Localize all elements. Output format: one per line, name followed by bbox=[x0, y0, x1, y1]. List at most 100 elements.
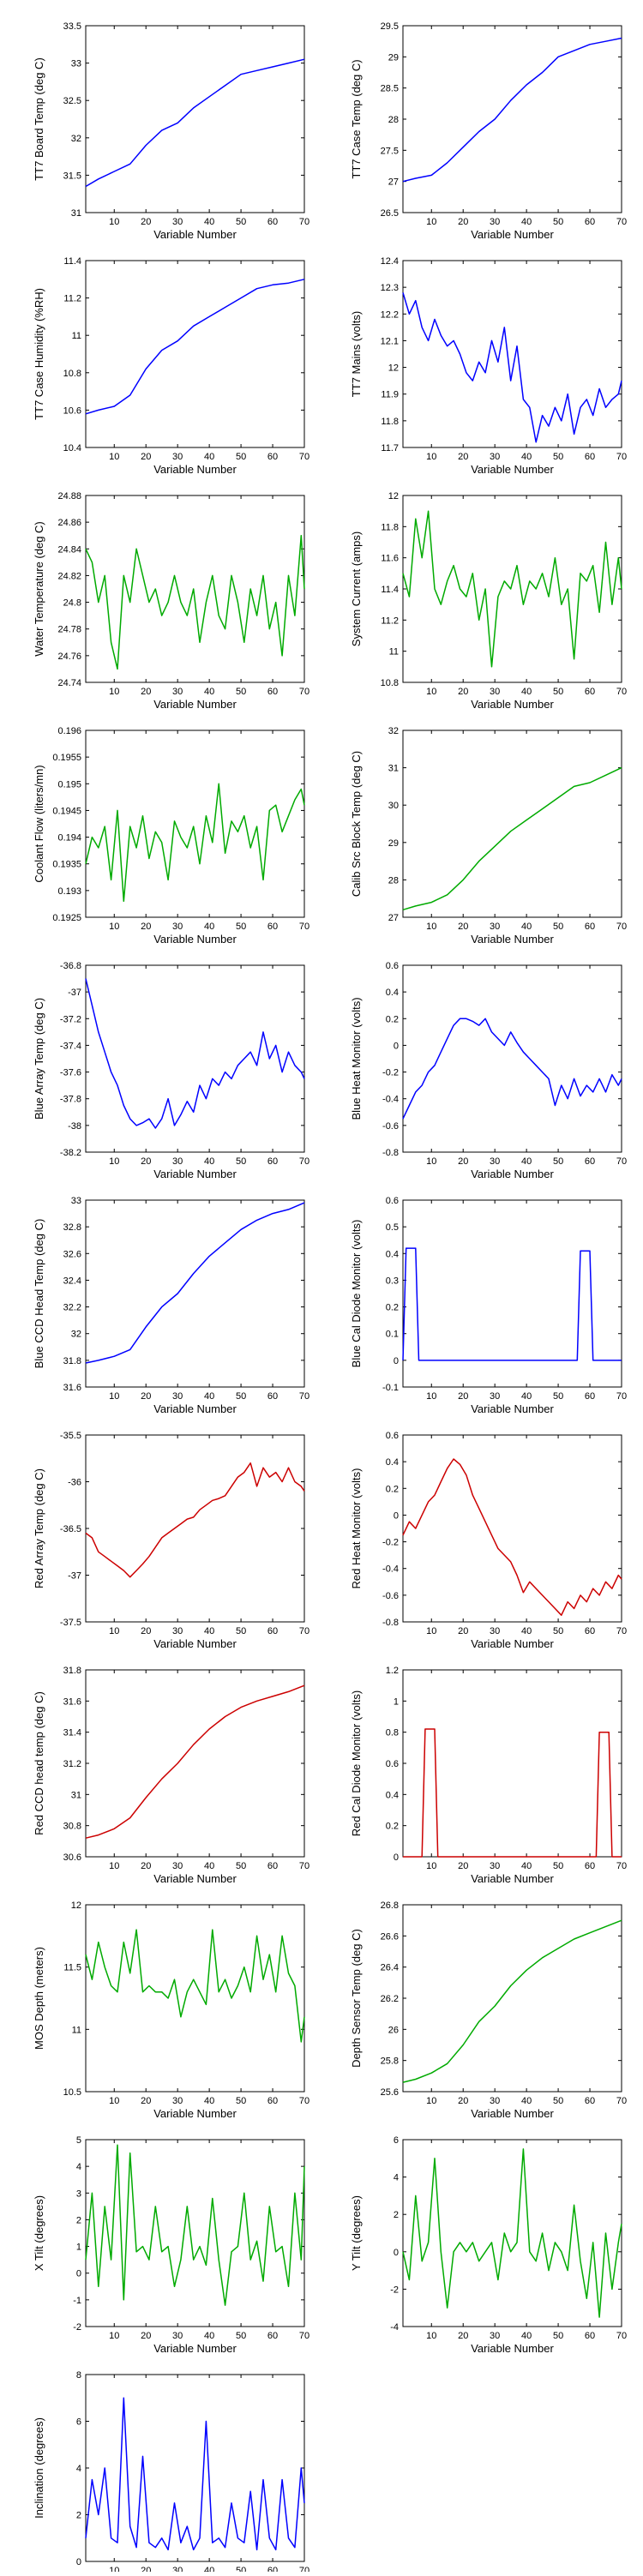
x-tick-label: 10 bbox=[109, 1391, 119, 1402]
x-tick-label: 60 bbox=[267, 1391, 278, 1402]
y-tick-label: 0.196 bbox=[57, 726, 81, 736]
x-tick-label: 20 bbox=[141, 1391, 151, 1402]
y-tick-label: 32 bbox=[388, 726, 399, 736]
y-tick-label: 0.5 bbox=[386, 1222, 399, 1233]
y-tick-label: -37.4 bbox=[60, 1041, 81, 1051]
y-axis-label: Red Array Temp (deg C) bbox=[33, 1468, 45, 1588]
y-tick-label: 12 bbox=[388, 363, 399, 374]
x-tick-label: 70 bbox=[299, 217, 309, 227]
x-tick-label: 40 bbox=[204, 2566, 214, 2572]
x-tick-label: 30 bbox=[490, 2096, 500, 2106]
y-tick-label: 0.8 bbox=[386, 1728, 399, 1738]
x-tick-label: 10 bbox=[426, 452, 436, 462]
y-tick-label: 11 bbox=[389, 647, 399, 658]
x-tick-label: 20 bbox=[458, 217, 468, 227]
y-tick-label: 30 bbox=[388, 801, 399, 811]
x-tick-label: 50 bbox=[553, 1156, 563, 1167]
y-tick-label: 11 bbox=[72, 2025, 81, 2035]
y-tick-label: -0.2 bbox=[382, 1538, 399, 1548]
x-tick-label: 20 bbox=[458, 1861, 468, 1871]
series-line bbox=[85, 2397, 305, 2551]
plot-area bbox=[402, 730, 622, 918]
x-tick-label: 10 bbox=[109, 687, 119, 697]
x-tick-label: 50 bbox=[236, 1626, 246, 1636]
y-tick-label: 2 bbox=[76, 2215, 81, 2225]
y-axis-label: TT7 Mains (volts) bbox=[350, 311, 363, 397]
series-line bbox=[85, 58, 305, 188]
y-tick-label: 30.6 bbox=[63, 1852, 81, 1863]
x-tick-label: 70 bbox=[616, 922, 627, 932]
chart-panel-17: 10 20 30 40 50 60 70 10.5 11 11.5 12 Variable Numbe… bbox=[33, 1900, 309, 2120]
x-tick-label: 30 bbox=[490, 1861, 500, 1871]
x-tick-label: 40 bbox=[521, 2331, 532, 2341]
y-tick-label: 0.2 bbox=[386, 1822, 399, 1832]
y-tick-label: 0.4 bbox=[386, 988, 399, 998]
y-tick-label: 25.6 bbox=[381, 2087, 399, 2098]
x-tick-label: 50 bbox=[553, 1391, 563, 1402]
x-tick-label: 60 bbox=[267, 687, 278, 697]
y-tick-label: 31.5 bbox=[63, 171, 81, 181]
y-tick-label: -37.5 bbox=[60, 1618, 81, 1628]
series-line bbox=[402, 37, 622, 183]
y-axis-label: Inclination (degrees) bbox=[33, 2417, 45, 2519]
x-tick-label: 10 bbox=[426, 1391, 436, 1402]
y-tick-label: -36.5 bbox=[60, 1524, 81, 1534]
y-tick-label: 28.5 bbox=[381, 84, 399, 94]
y-tick-label: 0 bbox=[394, 1041, 399, 1051]
y-tick-label: 12 bbox=[388, 491, 399, 501]
x-tick-label: 20 bbox=[141, 2096, 151, 2106]
y-tick-label: 12.1 bbox=[381, 336, 399, 346]
y-tick-label: 0.4 bbox=[386, 1457, 399, 1468]
series-line bbox=[85, 279, 305, 415]
x-tick-label: 50 bbox=[553, 452, 563, 462]
x-axis-label: Variable Number bbox=[153, 2342, 237, 2355]
y-tick-label: 11.4 bbox=[63, 256, 81, 267]
chart-panel-3: 10 20 30 40 50 60 70 10.4 10.6 10.8 11 11.2 11.4 Vari… bbox=[33, 256, 309, 476]
x-tick-label: 10 bbox=[426, 2331, 436, 2341]
y-tick-label: 29 bbox=[388, 52, 399, 63]
x-tick-label: 20 bbox=[141, 1861, 151, 1871]
x-tick-label: 70 bbox=[616, 1156, 627, 1167]
y-tick-label: 11.9 bbox=[381, 390, 399, 400]
series-line bbox=[402, 2148, 622, 2318]
y-axis-label: TT7 Case Humidity (%RH) bbox=[33, 288, 45, 420]
x-tick-label: 60 bbox=[585, 1391, 595, 1402]
x-tick-label: 20 bbox=[141, 2566, 151, 2572]
y-tick-label: 0.6 bbox=[386, 1759, 399, 1769]
chart-panel-16: 10 20 30 40 50 60 70 0 0.2 0.4 0.6 0.8 1 1.2 Variable … bbox=[350, 1666, 627, 1885]
series-line bbox=[85, 1684, 305, 1839]
x-tick-label: 20 bbox=[458, 1391, 468, 1402]
x-axis-label: Variable Number bbox=[471, 2342, 554, 2355]
chart-panel-14: 10 20 30 40 50 60 70 -0.8 -0.6 -0.4 -0.2 0 0.2 0.4 0.6… bbox=[350, 1431, 627, 1650]
y-axis-label: TT7 Board Temp (deg C) bbox=[33, 57, 45, 181]
y-tick-label: 0 bbox=[394, 1356, 399, 1366]
y-tick-label: 24.8 bbox=[63, 598, 81, 609]
y-tick-label: 8 bbox=[76, 2370, 81, 2381]
y-tick-label: -2 bbox=[73, 2322, 81, 2333]
x-tick-label: 30 bbox=[172, 2096, 183, 2106]
x-tick-label: 10 bbox=[426, 2096, 436, 2106]
y-tick-label: 4 bbox=[394, 2173, 399, 2183]
x-tick-label: 30 bbox=[172, 1391, 183, 1402]
x-tick-label: 40 bbox=[521, 1156, 532, 1167]
x-tick-label: 40 bbox=[204, 922, 214, 932]
y-tick-label: 11.7 bbox=[381, 443, 399, 453]
y-tick-label: 26 bbox=[388, 2025, 399, 2035]
series-line bbox=[402, 292, 622, 443]
y-tick-label: 10.6 bbox=[63, 405, 81, 416]
x-tick-label: 40 bbox=[204, 217, 214, 227]
x-tick-label: 50 bbox=[236, 1156, 246, 1167]
y-tick-label: 0.3 bbox=[386, 1276, 399, 1286]
y-tick-label: -0.6 bbox=[382, 1591, 399, 1601]
x-tick-label: 30 bbox=[490, 452, 500, 462]
x-tick-label: 40 bbox=[521, 452, 532, 462]
y-axis-label: X Tilt (degrees) bbox=[33, 2195, 45, 2271]
x-tick-label: 50 bbox=[236, 2331, 246, 2341]
chart-panel-7: 10 20 30 40 50 60 70 0.1925 0.193 0.1935 0.194 0.19… bbox=[33, 726, 309, 946]
chart-panel-4: 10 20 30 40 50 60 70 11.7 11.8 11.9 12 12.1 12.2 12.3… bbox=[350, 256, 627, 476]
x-tick-label: 50 bbox=[553, 1626, 563, 1636]
y-tick-label: -1 bbox=[73, 2296, 81, 2306]
y-tick-label: 27.5 bbox=[381, 146, 399, 156]
chart-panel-10: 10 20 30 40 50 60 70 -0.8 -0.6 -0.4 -0.2 0 0.2 0.4 0.6… bbox=[350, 961, 627, 1180]
x-tick-label: 20 bbox=[458, 922, 468, 932]
